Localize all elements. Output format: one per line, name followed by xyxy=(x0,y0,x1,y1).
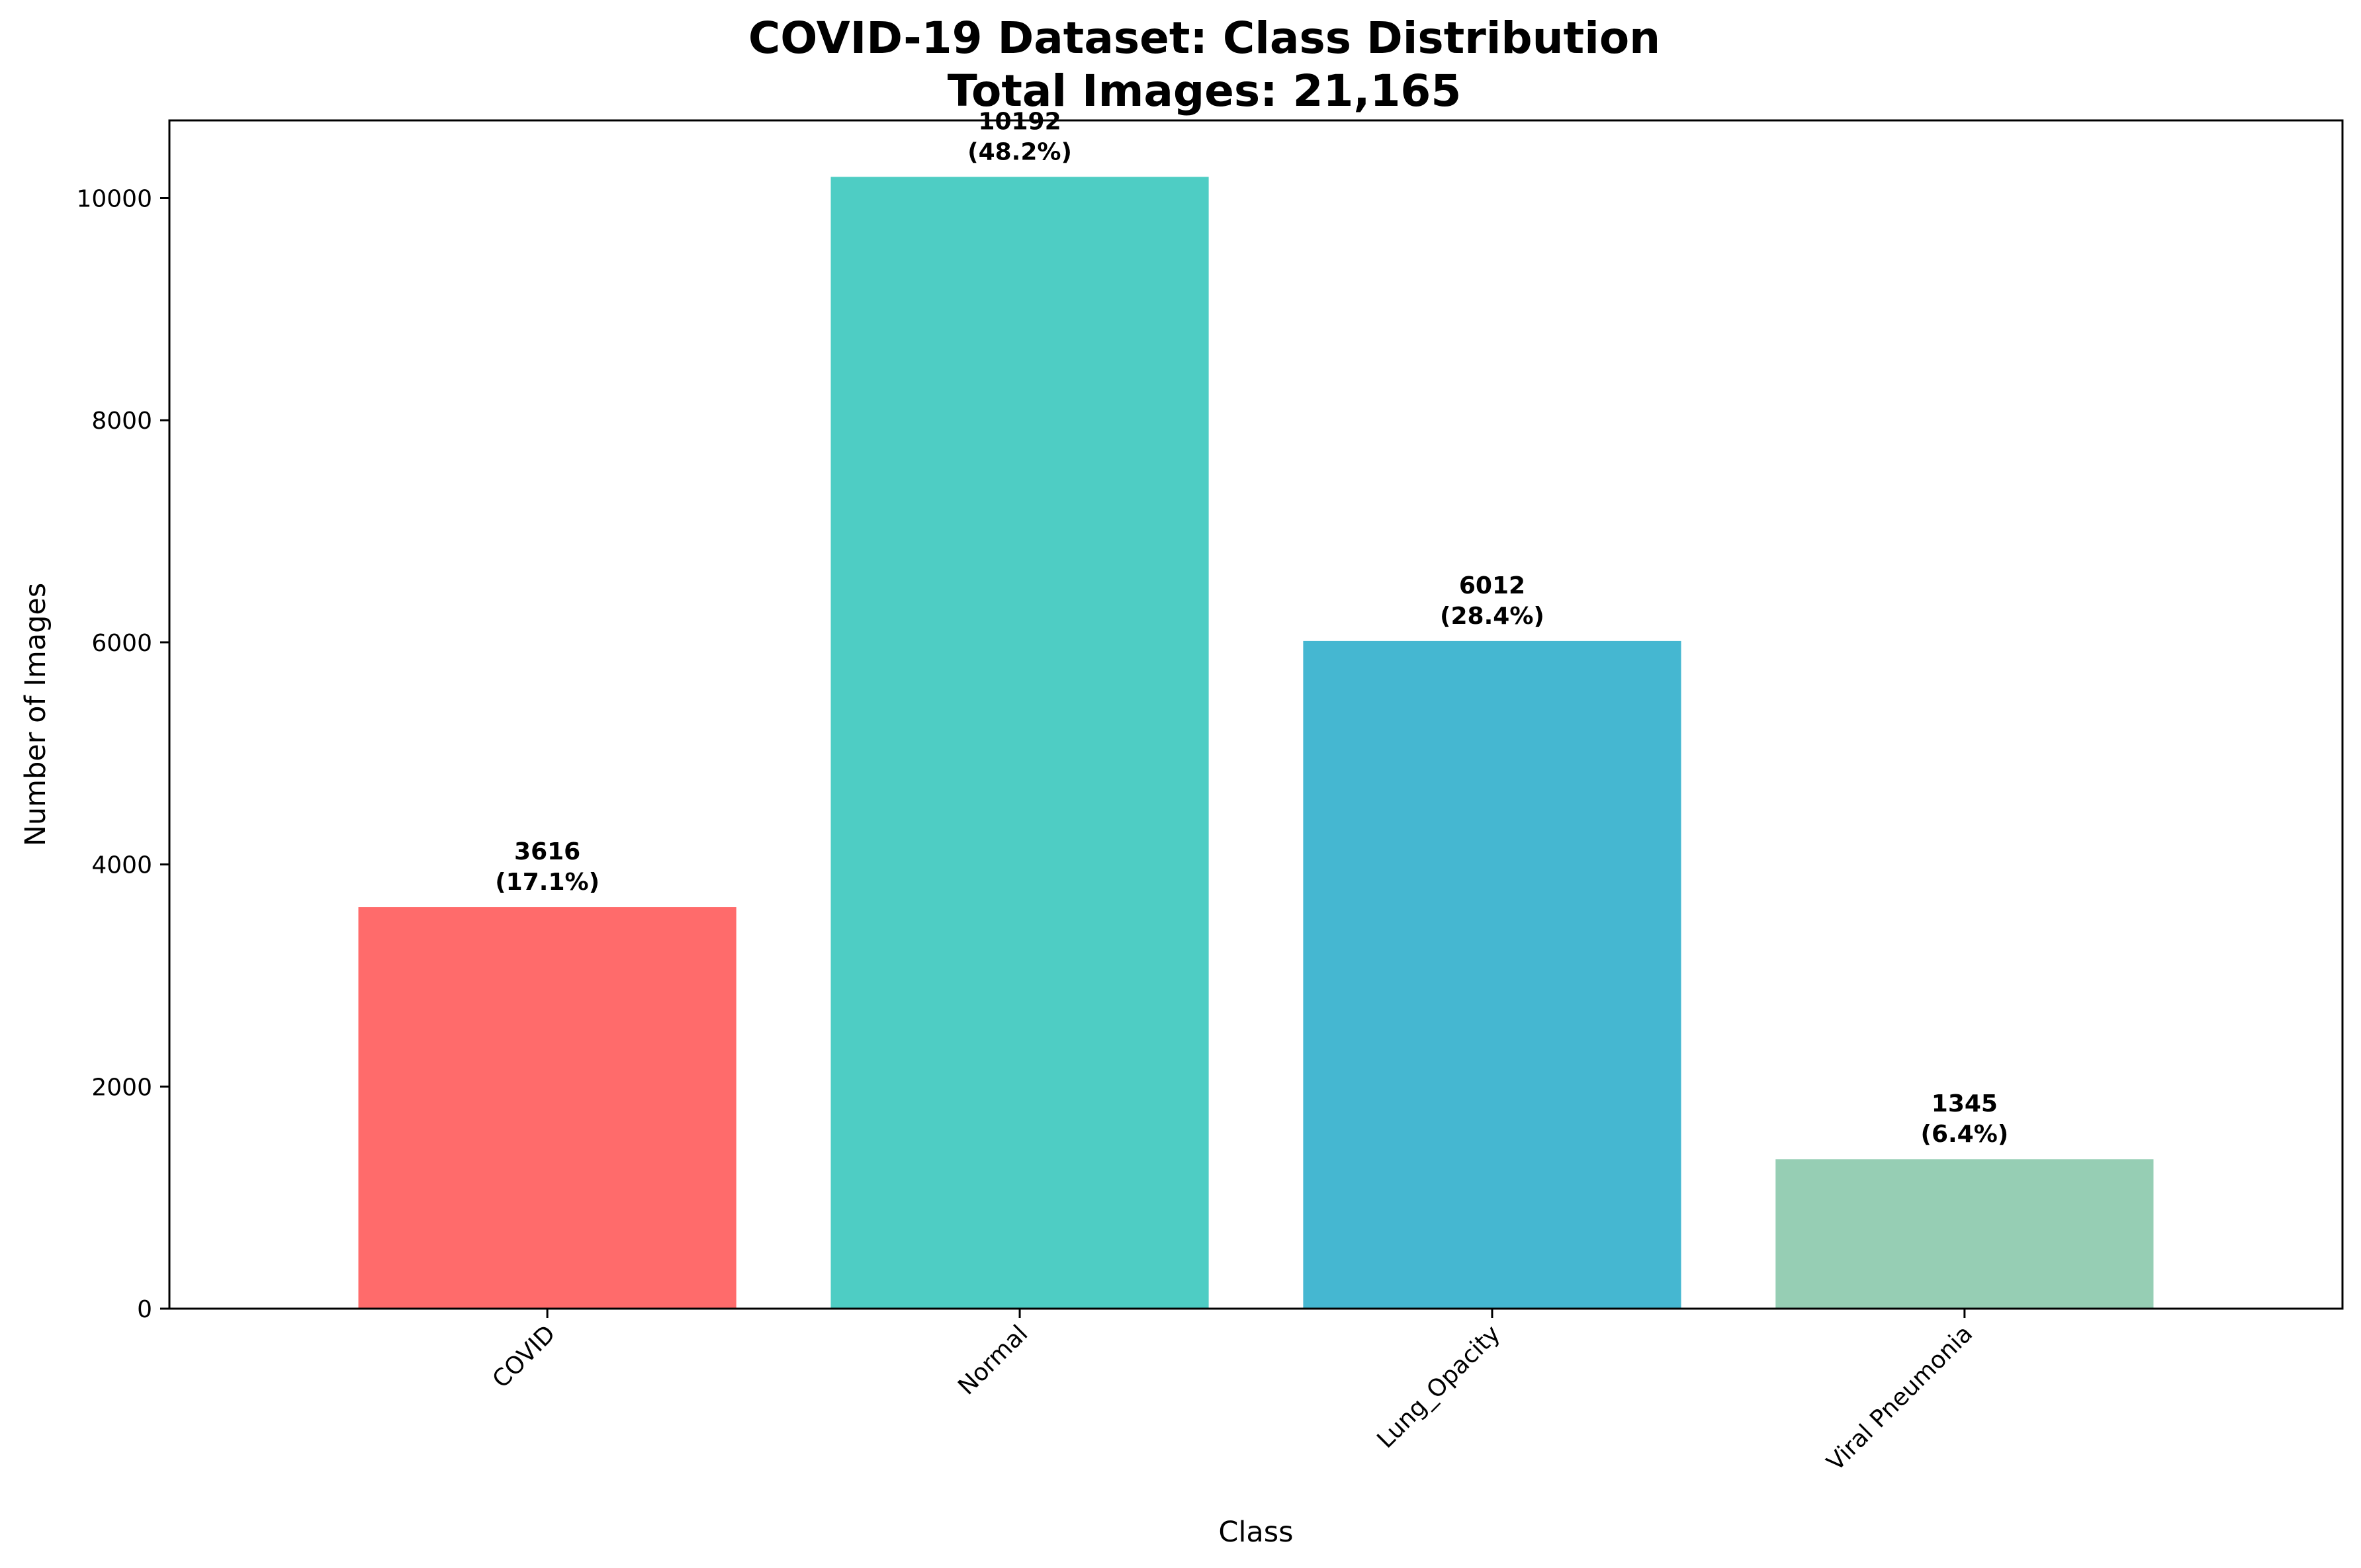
x-axis-label: Class xyxy=(1218,1516,1293,1549)
plot-area-frame xyxy=(168,119,2344,1310)
chart-subtitle: Total Images: 21,165 xyxy=(948,65,1462,116)
bars-group xyxy=(358,177,2154,1309)
y-tick-label: 8000 xyxy=(91,408,152,435)
chart-title: COVID-19 Dataset: Class Distribution xyxy=(748,13,1660,64)
bar-percent-label: (17.1%) xyxy=(495,869,600,896)
y-tick-label: 4000 xyxy=(91,852,152,879)
y-tick-label: 2000 xyxy=(91,1074,152,1101)
bar-percent-label: (48.2%) xyxy=(967,138,1072,165)
y-axis-label: Number of Images xyxy=(19,583,52,847)
bar-percent-label: (6.4%) xyxy=(1920,1121,2008,1148)
bar-value-label: 3616 xyxy=(514,838,580,865)
bar-normal xyxy=(830,177,1209,1309)
bar-percent-label: (28.4%) xyxy=(1440,603,1544,630)
bar-value-label: 6012 xyxy=(1459,572,1525,599)
bar-viral-pneumonia xyxy=(1775,1159,2154,1309)
y-tick-label: 6000 xyxy=(91,630,152,657)
y-tick-label: 0 xyxy=(137,1296,152,1323)
y-axis-ticks: 0 2000 4000 6000 8000 10000 xyxy=(76,185,169,1323)
bar-value-label: 10192 xyxy=(978,108,1061,135)
bar-lung-opacity xyxy=(1303,640,1681,1309)
bar-labels-group: 3616 (17.1%) 10192 (48.2%) 6012 (28.4%) 1345 (6… xyxy=(495,108,2008,1148)
bar-value-label: 1345 xyxy=(1932,1090,1998,1117)
y-tick-label: 10000 xyxy=(76,185,152,212)
bar-covid xyxy=(358,907,736,1309)
